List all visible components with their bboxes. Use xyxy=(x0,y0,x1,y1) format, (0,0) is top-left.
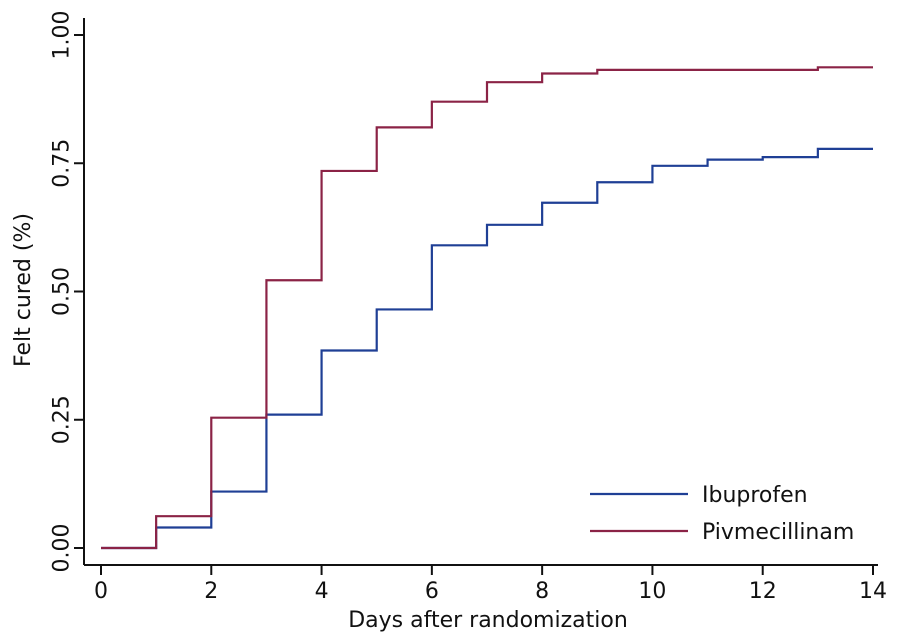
x-tick-label: 14 xyxy=(859,579,887,604)
x-tick-label: 6 xyxy=(425,579,439,604)
x-tick-label: 2 xyxy=(204,579,218,604)
y-axis-title: Felt cured (%) xyxy=(11,213,36,367)
series-line-ibuprofen xyxy=(101,147,873,550)
legend: Ibuprofen Pivmecillinam xyxy=(590,483,854,545)
y-tick-label: 0.75 xyxy=(50,139,75,188)
y-tick-label: 0.00 xyxy=(50,524,75,573)
y-tick-label: 0.50 xyxy=(50,267,75,316)
x-tick-label: 4 xyxy=(315,579,329,604)
y-tick-label: 1.00 xyxy=(50,11,75,60)
x-axis-title: Days after randomization xyxy=(348,608,628,633)
series-line-pivmecillinam xyxy=(101,66,873,550)
x-tick-label: 8 xyxy=(535,579,549,604)
series-layer xyxy=(101,66,873,550)
x-tick-label: 0 xyxy=(94,579,108,604)
y-tick-label: 0.25 xyxy=(50,395,75,444)
x-ticks: 0 2 4 6 8 10 12 14 xyxy=(94,565,887,604)
x-tick-label: 10 xyxy=(638,579,666,604)
x-tick-label: 12 xyxy=(749,579,777,604)
plot-area: 0.00 0.25 0.50 0.75 1.00 0 2 4 6 8 10 12 14 xyxy=(50,11,888,604)
legend-label-ibuprofen: Ibuprofen xyxy=(702,483,808,508)
legend-label-pivmecillinam: Pivmecillinam xyxy=(702,520,854,545)
y-ticks: 0.00 0.25 0.50 0.75 1.00 xyxy=(50,11,84,573)
